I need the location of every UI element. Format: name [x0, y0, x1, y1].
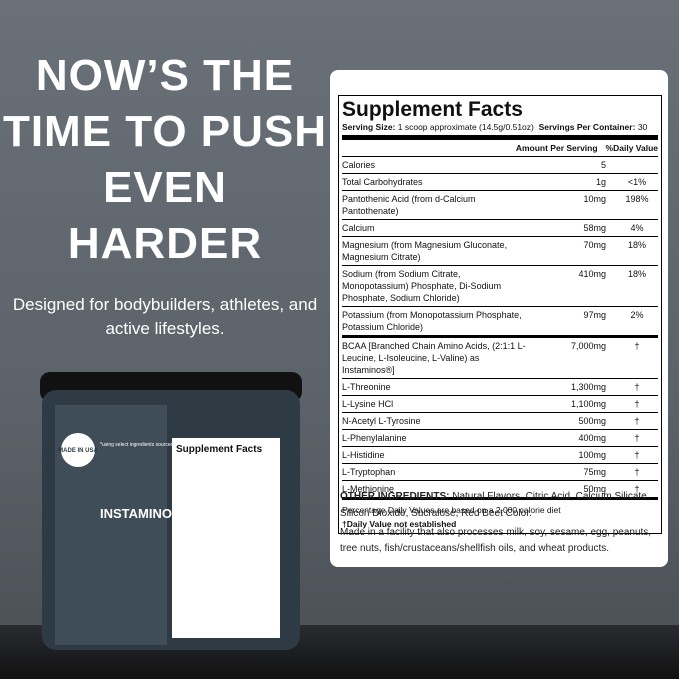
- facts-row: Potassium (from Monopotassium Phosphate,…: [342, 307, 658, 338]
- nutrient-amount: 1,300mg: [570, 382, 606, 392]
- nutrient-dv: <1%: [627, 177, 647, 187]
- nutrient-amount: 70mg: [583, 240, 606, 250]
- headline: NOW’S THE TIME TO PUSH EVEN HARDER: [2, 51, 328, 268]
- nutrient-name: N-Acetyl L-Tyrosine: [342, 416, 421, 426]
- facts-title: Supplement Facts: [342, 98, 523, 121]
- facts-row: Magnesium (from Magnesium Gluconate, Mag…: [342, 237, 658, 266]
- nutrient-name: Calories: [342, 160, 376, 170]
- facts-row: L-Phenylalanine 400mg †: [342, 430, 658, 447]
- badge-text: MADE IN USA: [58, 448, 98, 454]
- nutrient-dv: †: [634, 399, 640, 409]
- facts-row: Calories 5: [342, 157, 658, 174]
- nutrient-amount: 410mg: [578, 269, 606, 279]
- nutrient-name: L-Methionine: [342, 484, 395, 494]
- nutrient-name: L-Tryptophan: [342, 467, 396, 477]
- nutrient-dv: †: [634, 416, 640, 426]
- nutrient-dv: †: [634, 467, 640, 477]
- column-header: Amount Per Serving %Daily Value: [342, 140, 658, 157]
- nutrient-name: Sodium (from Sodium Citrate, Monopotassi…: [342, 269, 502, 303]
- supplement-facts: Supplement Facts Serving Size: 1 scoop a…: [338, 95, 662, 534]
- nutrient-amount: 500mg: [578, 416, 606, 426]
- serving-size-label: Serving Size:: [342, 122, 396, 132]
- other-label: OTHER INGREDIENTS:: [340, 491, 450, 502]
- nutrient-dv: †: [634, 341, 640, 351]
- facts-row: BCAA [Branched Chain Amino Acids, (2:1:1…: [342, 338, 658, 379]
- nutrient-amount: 1g: [595, 177, 606, 187]
- servings: 30: [637, 122, 648, 132]
- facts-row: L-Lysine HCl 1,100mg †: [342, 396, 658, 413]
- nutrient-name: Magnesium (from Magnesium Gluconate, Mag…: [342, 240, 508, 262]
- nutrient-name: L-Lysine HCl: [342, 399, 394, 409]
- facts-row: N-Acetyl L-Tyrosine 500mg †: [342, 413, 658, 430]
- nutrient-amount: 1,100mg: [570, 399, 606, 409]
- nutrient-amount: 100mg: [578, 450, 606, 460]
- nutrient-amount: 10mg: [583, 194, 606, 204]
- nutrient-name: Calcium: [342, 223, 375, 233]
- dagger-note: †Daily Value not established: [342, 519, 457, 529]
- nutrient-dv: 198%: [625, 194, 649, 204]
- facts-row: Pantothenic Acid (from d-Calcium Pantoth…: [342, 191, 658, 220]
- nutrient-dv: †: [634, 450, 640, 460]
- facts-row: Sodium (from Sodium Citrate, Monopotassi…: [342, 266, 658, 307]
- nutrient-dv: 2%: [630, 310, 644, 320]
- nutrient-amount: 400mg: [578, 433, 606, 443]
- allergen-note: Made in a facility that also processes m…: [340, 527, 652, 554]
- jar: MADE IN USA *using select ingredients so…: [40, 372, 302, 650]
- nutrient-amount: 97mg: [583, 310, 606, 320]
- nutrient-dv: 18%: [627, 240, 646, 250]
- facts-row: Total Carbohydrates 1g <1%: [342, 174, 658, 191]
- servings-label: Servings Per Container:: [538, 122, 636, 132]
- dv-header: %Daily Value: [605, 143, 658, 153]
- footnote: Percentage Daily Values are based on a 2…: [342, 505, 561, 515]
- facts-row: L-Threonine 1,300mg †: [342, 379, 658, 396]
- nutrient-name: L-Histidine: [342, 450, 385, 460]
- serving-size: 1 scoop approximate (14.5g/0.51oz): [397, 122, 534, 132]
- facts-row: L-Histidine 100mg †: [342, 447, 658, 464]
- nutrient-name: L-Phenylalanine: [342, 433, 407, 443]
- nutrient-name: L-Threonine: [342, 382, 391, 392]
- jar-facts-title: Supplement Facts: [176, 444, 263, 455]
- facts-row: Calcium 58mg 4%: [342, 220, 658, 237]
- nutrient-dv: 4%: [630, 223, 644, 233]
- usa-badge: [61, 433, 95, 467]
- jar-facts-panel: [172, 438, 280, 638]
- serving-line: Serving Size: 1 scoop approximate (14.5g…: [342, 122, 658, 140]
- nutrient-dv: 18%: [627, 269, 646, 279]
- subtitle: Designed for bodybuilders, athletes, and…: [12, 295, 318, 338]
- nutrient-amount: 50mg: [583, 484, 606, 494]
- nutrient-amount: 75mg: [583, 467, 606, 477]
- jar-note: *using select ingredients sourced global…: [100, 442, 192, 448]
- other-ingredients: OTHER INGREDIENTS: Natural Flavors, Citr…: [340, 488, 665, 522]
- facts-card: [330, 70, 668, 567]
- nutrient-amount: 5: [600, 160, 606, 170]
- nutrient-name: Pantothenic Acid (from d-Calcium Pantoth…: [342, 194, 476, 216]
- jar-brand: INSTAMINOS: [100, 506, 181, 521]
- nutrient-dv: [616, 159, 658, 171]
- nutrient-name: Potassium (from Monopotassium Phosphate,…: [342, 310, 522, 332]
- nutrient-dv: †: [634, 433, 640, 443]
- facts-rows: Calories 5 Total Carbohydrates 1g <1% Pantoth…: [342, 157, 658, 500]
- other-text: Natural Flavors, Citric Acid, Calcium Si…: [340, 491, 650, 519]
- amount-header: Amount Per Serving: [515, 143, 598, 153]
- nutrient-dv: †: [634, 382, 640, 392]
- nutrient-name: Total Carbohydrates: [342, 177, 423, 187]
- nutrient-amount: 58mg: [583, 223, 606, 233]
- facts-row: L-Tryptophan 75mg †: [342, 464, 658, 481]
- facts-row: L-Methionine 50mg †: [342, 481, 658, 500]
- footnotes: Percentage Daily Values are based on a 2…: [342, 500, 658, 531]
- nutrient-dv: †: [634, 484, 640, 494]
- nutrient-amount: 7,000mg: [570, 341, 606, 351]
- nutrient-name: BCAA [Branched Chain Amino Acids, (2:1:1…: [342, 341, 526, 375]
